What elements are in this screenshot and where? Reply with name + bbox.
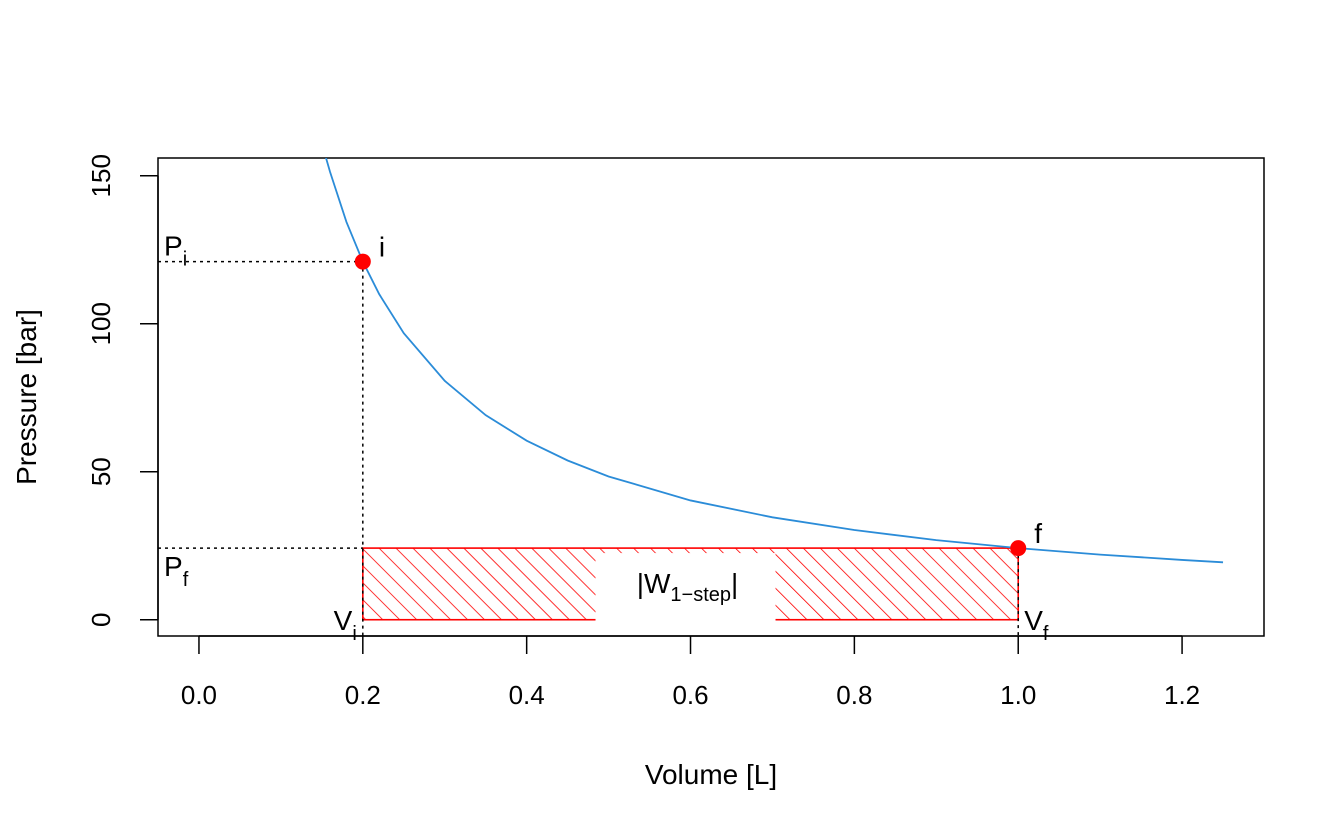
state-point-label-f: f (1034, 518, 1042, 549)
x-tick-label: 0.0 (181, 680, 217, 710)
pi-label: Pi (164, 231, 187, 271)
x-tick-label: 0.6 (672, 680, 708, 710)
state-point-label-i: i (379, 232, 385, 263)
plot-overlay: i f |W1−step| Pi Pf Vi Vf (164, 231, 1049, 645)
x-tick-label: 1.2 (1164, 680, 1200, 710)
work-label: |W1−step| (637, 568, 739, 606)
isotherm-curve (325, 158, 1224, 564)
x-tick-label: 1.0 (1000, 680, 1036, 710)
x-tick-label: 0.4 (509, 680, 545, 710)
y-tick-label: 0 (86, 612, 116, 626)
vi-label: Vi (334, 605, 357, 645)
x-tick-label: 0.8 (836, 680, 872, 710)
vf-label: Vf (1024, 605, 1049, 645)
state-point-f (1010, 540, 1027, 557)
y-tick-label: 150 (86, 154, 116, 197)
x-tick-label: 0.2 (345, 680, 381, 710)
x-axis: 0.0 0.2 0.4 0.6 0.8 1.0 1.2 (181, 635, 1200, 710)
work-label-background (595, 553, 776, 621)
x-axis-title: Volume [L] (645, 759, 777, 790)
y-axis: 0 50 100 150 (86, 154, 159, 627)
state-point-i (354, 253, 371, 270)
plot-content (158, 158, 1224, 636)
y-tick-label: 100 (86, 302, 116, 345)
pf-label: Pf (164, 551, 189, 591)
y-tick-label: 50 (86, 457, 116, 486)
y-axis-title: Pressure [bar] (11, 309, 42, 485)
